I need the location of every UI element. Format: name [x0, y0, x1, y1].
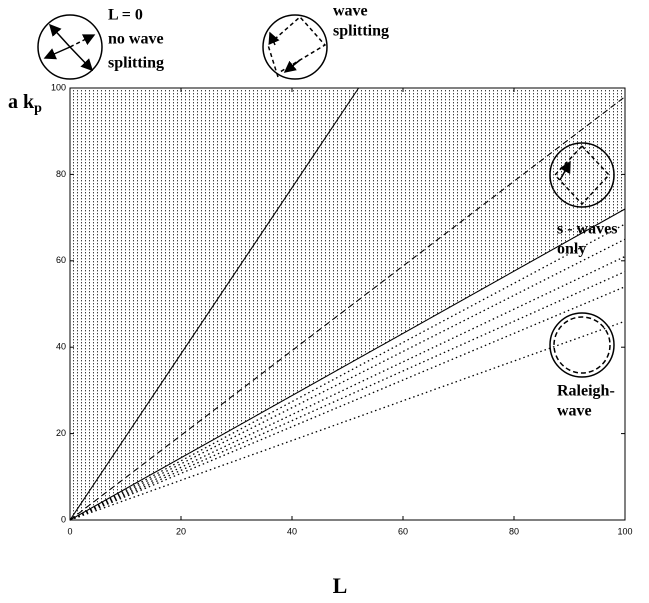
arrow: [559, 160, 571, 181]
y-tick-label: 20: [56, 428, 66, 438]
arrow: [43, 46, 71, 60]
arrow: [48, 23, 71, 48]
arrow: [283, 59, 301, 73]
x-tick-label: 100: [617, 526, 632, 536]
inset-label: no wave: [108, 31, 164, 48]
inset-label: wave: [333, 3, 368, 20]
x-tick-label: 80: [509, 526, 519, 536]
x-tick-label: 20: [176, 526, 186, 536]
arrow: [69, 46, 94, 72]
insets: [37, 14, 615, 378]
line: [69, 96, 626, 521]
y-axis-label: a kp: [8, 91, 42, 117]
ray-path: [267, 15, 327, 78]
inset-circle: [37, 14, 103, 80]
inset-circle: [262, 14, 328, 80]
y-axis-label-sub: p: [34, 101, 42, 116]
y-tick-label: 0: [61, 514, 66, 524]
inset-label: s - waves: [557, 221, 617, 238]
inset-label: Raleigh-: [557, 383, 615, 400]
y-tick-label: 60: [56, 255, 66, 265]
inset-label: splitting: [108, 55, 164, 72]
y-tick-label: 100: [51, 82, 66, 92]
line: [69, 87, 360, 521]
x-tick-label: 60: [398, 526, 408, 536]
line: [69, 286, 626, 521]
inset-circle: [549, 142, 615, 208]
line: [69, 223, 626, 521]
ray-path: [553, 144, 611, 206]
inset-circle: [553, 316, 611, 374]
line: [69, 238, 626, 521]
line: [69, 208, 626, 521]
x-tick-label: 0: [67, 526, 72, 536]
y-axis-label-main: a k: [8, 91, 35, 113]
inset-label: wave: [557, 403, 592, 420]
arrow: [268, 31, 280, 46]
inset-circle: [549, 312, 615, 378]
inset-label: only: [557, 241, 586, 258]
inset-label: splitting: [333, 23, 389, 40]
line: [69, 255, 626, 521]
inset-label: L = 0: [108, 7, 143, 24]
dotted-region: [70, 88, 625, 520]
arrow: [69, 34, 96, 48]
y-tick-label: 40: [56, 342, 66, 352]
x-tick-label: 40: [287, 526, 297, 536]
y-tick-label: 80: [56, 169, 66, 179]
x-axis-label: L: [333, 573, 348, 598]
plot-frame: [69, 87, 626, 521]
line: [69, 320, 626, 521]
